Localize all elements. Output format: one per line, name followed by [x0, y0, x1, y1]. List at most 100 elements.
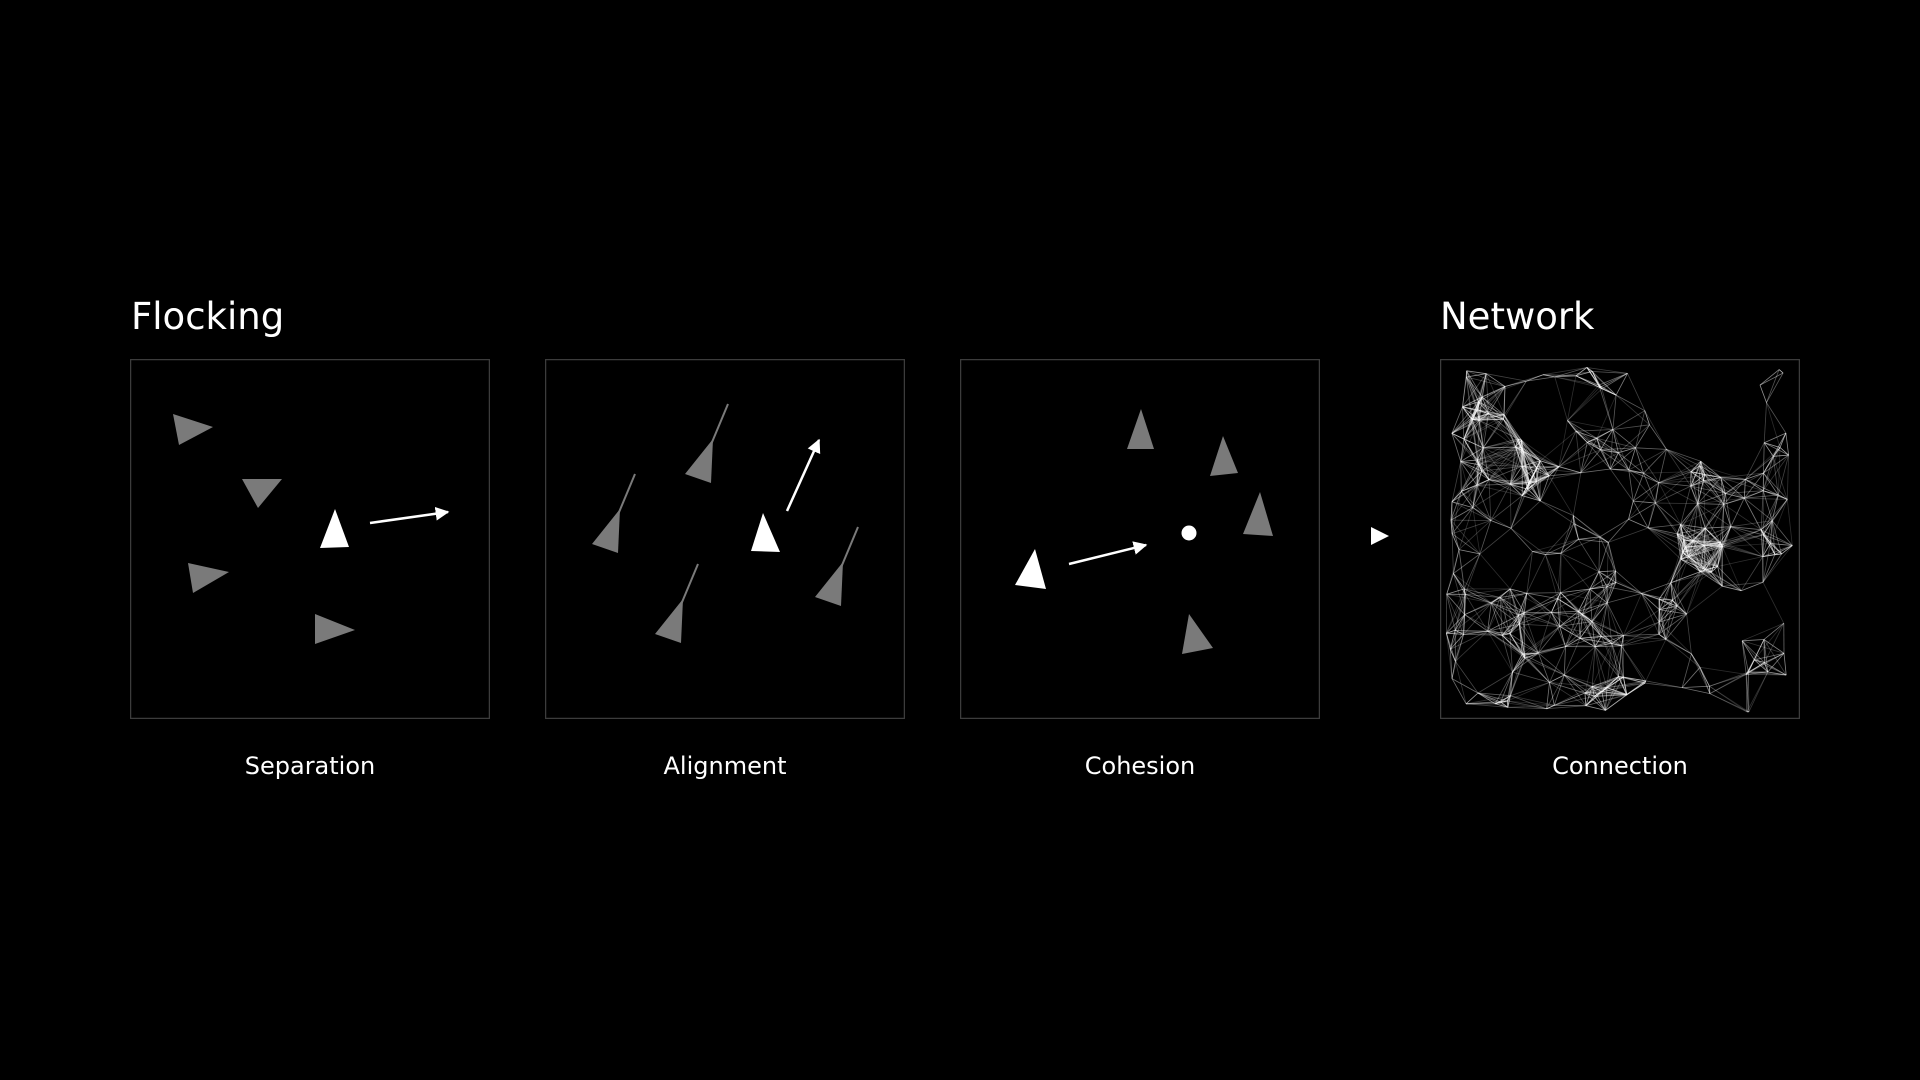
network-edge: [1704, 542, 1721, 570]
network-edge: [1476, 459, 1490, 480]
network-edge: [1560, 592, 1593, 622]
network-edge: [1612, 429, 1630, 471]
network-edge: [1591, 643, 1613, 687]
network-edge: [1763, 472, 1779, 496]
network-edge: [1515, 446, 1550, 477]
network-edge: [1482, 414, 1505, 449]
network-edge: [1578, 539, 1600, 572]
network-edge: [1621, 635, 1624, 646]
network-edge: [1549, 682, 1587, 707]
network-edge: [1659, 582, 1672, 610]
network-edge: [1528, 483, 1541, 502]
neighbor-boid-icon: [242, 479, 282, 508]
network-edge: [1476, 373, 1487, 410]
network-edge: [1560, 571, 1600, 593]
network-edge: [1512, 652, 1539, 673]
network-edge: [1454, 614, 1466, 631]
network-edge: [1460, 419, 1473, 462]
network-edge: [1503, 419, 1516, 448]
network-edge: [1466, 695, 1511, 705]
network-edge: [1682, 541, 1721, 553]
network-edge: [1666, 449, 1701, 462]
network-edge: [1487, 630, 1523, 655]
network-edge: [1700, 546, 1723, 572]
network-edge: [1488, 413, 1516, 448]
network-edge: [1463, 409, 1478, 440]
network-edge: [1680, 552, 1683, 560]
network-edge: [1709, 674, 1747, 694]
network-edge: [1557, 592, 1561, 599]
network-edge: [1628, 469, 1644, 474]
network-edge: [1510, 500, 1541, 529]
network-edge: [1536, 460, 1541, 469]
network-edge: [1690, 485, 1724, 505]
network-edge: [1641, 593, 1660, 623]
network-edge: [1686, 613, 1692, 654]
network-edge: [1710, 571, 1723, 587]
network-edge: [1703, 545, 1723, 587]
network-edge: [1666, 449, 1701, 467]
network-edge: [1460, 464, 1480, 492]
network-edge: [1539, 475, 1550, 502]
network-edge: [1476, 484, 1523, 497]
network-edge: [1591, 602, 1608, 622]
network-edge: [1699, 528, 1706, 572]
network-edge: [1599, 518, 1629, 538]
network-edge: [1518, 624, 1525, 656]
network-edge: [1589, 588, 1593, 622]
network-edge: [1772, 456, 1788, 500]
network-edge: [1515, 440, 1522, 448]
network-edge: [1578, 538, 1609, 543]
network-edge: [1446, 588, 1465, 634]
network-edge: [1608, 527, 1649, 543]
network-edge: [1692, 540, 1718, 567]
network-edge: [1700, 571, 1712, 573]
network-edge: [1567, 420, 1577, 432]
network-edge: [1509, 588, 1519, 616]
network-edge: [1476, 413, 1489, 461]
network-edge: [1697, 503, 1705, 546]
network-edge: [1472, 485, 1478, 508]
network-edge: [1479, 419, 1522, 441]
network-edge: [1579, 602, 1608, 639]
network-edge: [1676, 503, 1699, 535]
network-edge: [1521, 440, 1538, 469]
network-edge: [1454, 588, 1465, 631]
network-edge: [1703, 480, 1745, 499]
network-edge: [1592, 676, 1624, 687]
network-edge: [1466, 376, 1480, 421]
connection-caption: Connection: [1552, 752, 1688, 780]
network-edge: [1557, 588, 1591, 599]
network-edge: [1546, 682, 1550, 709]
network-edge: [1594, 693, 1627, 697]
network-edge: [1560, 592, 1608, 604]
network-edge: [1476, 470, 1483, 486]
network-edge: [1453, 553, 1481, 574]
network-edge: [1703, 477, 1721, 481]
network-edge: [1680, 524, 1705, 546]
network-edge: [1601, 691, 1627, 696]
network-edge: [1598, 570, 1616, 572]
network-edge: [1490, 602, 1511, 634]
network-edge: [1670, 552, 1683, 583]
network-edge: [1451, 413, 1489, 434]
network-edge: [1623, 635, 1666, 640]
network-edge: [1478, 373, 1487, 402]
network-edge: [1703, 504, 1725, 546]
network-edge: [1446, 632, 1464, 635]
network-edge: [1742, 622, 1784, 642]
panel-frame: [130, 359, 490, 719]
network-edge: [1704, 474, 1721, 478]
network-edge: [1464, 602, 1492, 615]
network-edge: [1545, 554, 1558, 599]
network-edge: [1688, 540, 1694, 558]
heading-tail: [839, 526, 859, 571]
network-edge: [1507, 695, 1511, 708]
network-edge: [1462, 376, 1467, 407]
network-edge: [1488, 479, 1537, 482]
network-edge: [1601, 676, 1624, 693]
network-edge: [1740, 556, 1764, 591]
network-edge: [1520, 446, 1541, 462]
network-edge: [1762, 543, 1771, 557]
network-edge: [1548, 475, 1574, 516]
